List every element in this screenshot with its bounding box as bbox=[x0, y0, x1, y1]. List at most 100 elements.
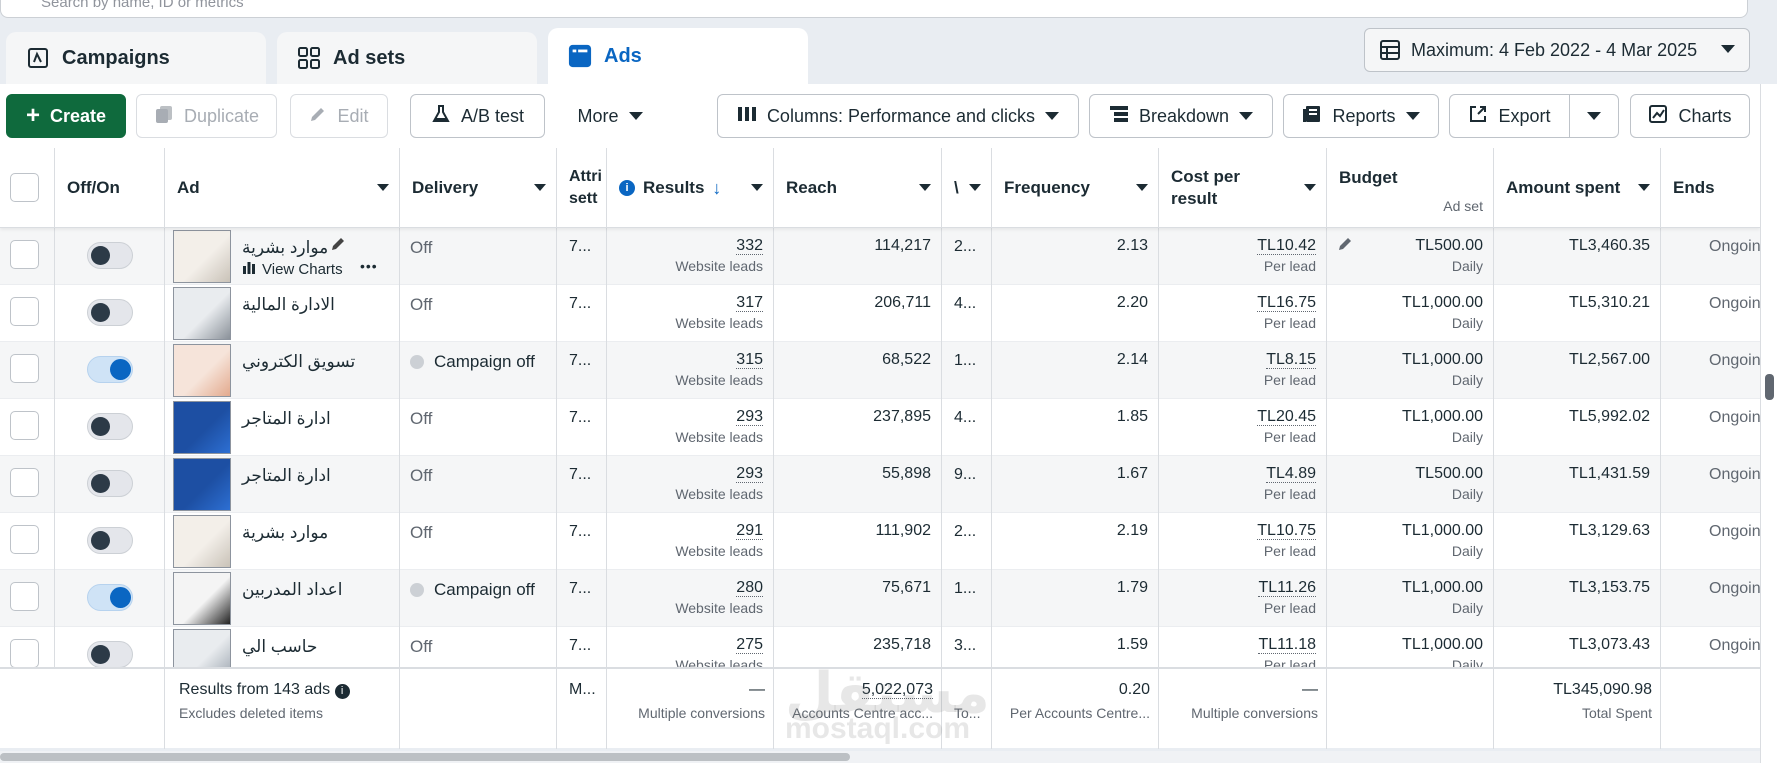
pencil-icon[interactable] bbox=[330, 236, 346, 257]
ad-status-toggle[interactable] bbox=[87, 356, 133, 383]
ad-thumbnail[interactable] bbox=[173, 572, 231, 625]
breakdown-icon bbox=[1109, 105, 1129, 128]
row-delivery-cell: Off bbox=[400, 456, 557, 513]
row-checkbox[interactable] bbox=[10, 582, 39, 611]
more-options-icon[interactable]: ••• bbox=[360, 258, 378, 274]
duplicate-button[interactable]: Duplicate bbox=[136, 94, 277, 138]
ad-name[interactable]: الادارة المالية bbox=[242, 295, 335, 314]
info-icon[interactable]: i bbox=[334, 683, 350, 699]
ad-status-toggle[interactable] bbox=[87, 584, 133, 611]
vertical-scrollbar[interactable] bbox=[1760, 84, 1777, 763]
breakdown-button[interactable]: Breakdown bbox=[1089, 94, 1273, 138]
row-cost: TL8.15 Per lead bbox=[1159, 342, 1327, 399]
ad-status-toggle[interactable] bbox=[87, 527, 133, 554]
row-checkbox[interactable] bbox=[10, 639, 39, 668]
ab-test-button[interactable]: A/B test bbox=[410, 94, 545, 138]
header-off-on[interactable]: Off/On bbox=[55, 148, 165, 228]
select-all-cell bbox=[0, 148, 55, 228]
pencil-icon bbox=[309, 105, 327, 128]
tab-ads[interactable]: Ads bbox=[548, 28, 808, 84]
ad-status-toggle[interactable] bbox=[87, 413, 133, 440]
table-row[interactable]: موارد بشرية View Charts ••• Off bbox=[0, 228, 1760, 285]
row-checkbox[interactable] bbox=[10, 468, 39, 497]
horizontal-scroll-thumb[interactable] bbox=[0, 753, 850, 761]
row-attribution: 7... bbox=[557, 285, 607, 342]
search-bar[interactable]: Search by name, ID or metrics bbox=[0, 0, 1748, 18]
row-impressions: 9... bbox=[942, 456, 992, 513]
ad-thumbnail[interactable] bbox=[173, 401, 231, 454]
reports-button[interactable]: Reports bbox=[1283, 94, 1439, 138]
row-checkbox[interactable] bbox=[10, 525, 39, 554]
vertical-scroll-thumb[interactable] bbox=[1765, 374, 1774, 400]
tab-ad-sets[interactable]: Ad sets bbox=[277, 32, 537, 84]
table-row[interactable]: تسويق الكتروني Campaign off 7... 315 Web… bbox=[0, 342, 1760, 399]
view-charts-link[interactable]: View Charts bbox=[242, 260, 343, 278]
horizontal-scrollbar[interactable] bbox=[0, 751, 1760, 763]
edit-button[interactable]: Edit bbox=[290, 94, 388, 138]
row-checkbox[interactable] bbox=[10, 354, 39, 383]
header-attribution[interactable]: Attri sett bbox=[557, 148, 607, 228]
totals-budget bbox=[1327, 669, 1494, 749]
header-ends[interactable]: Ends bbox=[1673, 178, 1715, 197]
ad-name[interactable]: تسويق الكتروني bbox=[242, 352, 356, 371]
table-header: Off/On Ad Delivery Attri sett i Results … bbox=[0, 148, 1760, 228]
header-budget[interactable]: Budget Ad set bbox=[1327, 148, 1494, 228]
header-impressions[interactable]: \ bbox=[942, 148, 992, 228]
ad-name[interactable]: ادارة المتاجر bbox=[242, 409, 331, 428]
export-button[interactable]: Export bbox=[1449, 94, 1570, 138]
ad-name[interactable]: موارد بشرية bbox=[242, 238, 329, 257]
row-checkbox[interactable] bbox=[10, 297, 39, 326]
row-checkbox[interactable] bbox=[10, 240, 39, 269]
table-row[interactable]: موارد بشرية Off 7... 291 Website leads 1… bbox=[0, 513, 1760, 570]
ad-thumbnail[interactable] bbox=[173, 230, 231, 283]
header-results[interactable]: i Results ↓ bbox=[607, 148, 774, 228]
columns-button[interactable]: Columns: Performance and clicks bbox=[717, 94, 1079, 138]
row-reach: 206,711 bbox=[774, 285, 942, 342]
header-cost-per-result[interactable]: Cost per result bbox=[1159, 148, 1327, 228]
row-impressions: 2... bbox=[942, 513, 992, 570]
info-icon: i bbox=[619, 180, 635, 196]
ad-status-toggle[interactable] bbox=[87, 641, 133, 668]
totals-results: — Multiple conversions bbox=[607, 669, 774, 749]
date-range-label: Maximum: 4 Feb 2022 - 4 Mar 2025 bbox=[1411, 39, 1698, 60]
header-amount-spent[interactable]: Amount spent bbox=[1494, 148, 1661, 228]
table-row[interactable]: ادارة المتاجر Off 7... 293 Website leads… bbox=[0, 456, 1760, 513]
table-row[interactable]: الادارة المالية Off 7... 317 Website lea… bbox=[0, 285, 1760, 342]
row-budget: TL500.00 Daily bbox=[1327, 228, 1494, 285]
select-all-checkbox[interactable] bbox=[10, 173, 39, 202]
row-select-cell bbox=[0, 399, 55, 456]
row-attribution: 7... bbox=[557, 342, 607, 399]
ad-status-toggle[interactable] bbox=[87, 242, 133, 269]
header-ad[interactable]: Ad bbox=[165, 148, 400, 228]
header-reach[interactable]: Reach bbox=[774, 148, 942, 228]
ad-thumbnail[interactable] bbox=[173, 515, 231, 568]
tab-campaigns[interactable]: Campaigns bbox=[6, 32, 266, 84]
charts-button[interactable]: Charts bbox=[1630, 94, 1750, 138]
plus-icon: + bbox=[25, 102, 40, 129]
ad-thumbnail[interactable] bbox=[173, 287, 231, 340]
ad-name[interactable]: حاسب الي bbox=[242, 637, 318, 656]
export-options-button[interactable] bbox=[1569, 94, 1619, 138]
ad-name[interactable]: موارد بشرية bbox=[242, 523, 329, 542]
delivery-status: Off bbox=[410, 466, 433, 485]
create-button[interactable]: + Create bbox=[6, 94, 126, 138]
row-frequency: 2.20 bbox=[992, 285, 1159, 342]
date-range-picker[interactable]: Maximum: 4 Feb 2022 - 4 Mar 2025 bbox=[1364, 28, 1750, 72]
more-button[interactable]: More bbox=[560, 94, 660, 138]
ad-thumbnail[interactable] bbox=[173, 458, 231, 511]
ad-status-toggle[interactable] bbox=[87, 470, 133, 497]
toggle-knob bbox=[91, 303, 110, 322]
row-results: 317 Website leads bbox=[607, 285, 774, 342]
ad-name[interactable]: ادارة المتاجر bbox=[242, 466, 331, 485]
table-row[interactable]: اعداد المدربين Campaign off 7... 280 Web… bbox=[0, 570, 1760, 627]
ad-name[interactable]: اعداد المدربين bbox=[242, 580, 343, 599]
header-delivery[interactable]: Delivery bbox=[400, 148, 557, 228]
totals-frequency: 0.20 Per Accounts Centre... bbox=[992, 669, 1159, 749]
table-row[interactable]: ادارة المتاجر Off 7... 293 Website leads… bbox=[0, 399, 1760, 456]
pencil-icon[interactable] bbox=[1337, 236, 1353, 257]
header-frequency[interactable]: Frequency bbox=[992, 148, 1159, 228]
row-amount-spent: TL3,460.35 bbox=[1494, 228, 1661, 285]
ad-thumbnail[interactable] bbox=[173, 344, 231, 397]
row-checkbox[interactable] bbox=[10, 411, 39, 440]
ad-status-toggle[interactable] bbox=[87, 299, 133, 326]
